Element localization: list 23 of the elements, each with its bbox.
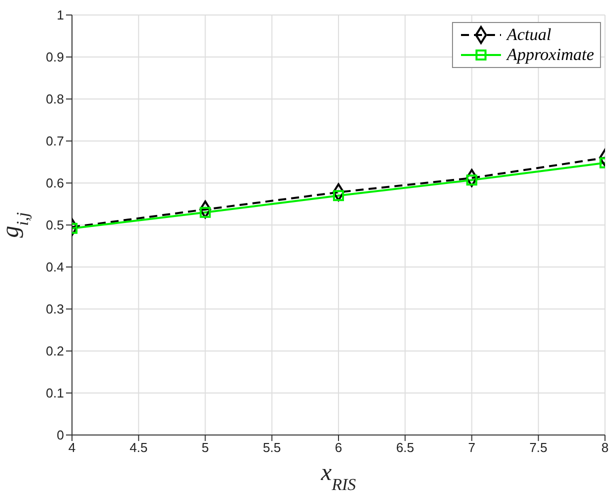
legend-label: Approximate xyxy=(506,45,594,65)
y-tick-label: 0.4 xyxy=(46,260,64,275)
legend-label: Actual xyxy=(506,25,552,45)
x-axis-title: x$_{RIS}$ xyxy=(320,460,357,494)
x-tick-label: 5 xyxy=(202,440,209,456)
y-tick-label: 0.3 xyxy=(46,302,64,317)
y-tick-label: 0.2 xyxy=(46,344,64,359)
x-tick-label: 6.5 xyxy=(396,440,414,456)
x-tick-label: 8 xyxy=(601,440,609,456)
x-tick-label: 6 xyxy=(334,440,342,456)
y-tick-label: 0.9 xyxy=(46,50,64,65)
x-tick-label: 4.5 xyxy=(130,440,148,456)
y-tick-label: 0.1 xyxy=(46,386,64,401)
y-tick-label: 1 xyxy=(56,8,64,23)
y-tick-label: 0.8 xyxy=(46,92,64,107)
x-tick-label: 4 xyxy=(68,440,76,456)
y-tick-label: 0.7 xyxy=(46,134,64,149)
y-tick-label: 0.6 xyxy=(46,176,64,191)
x-tick-label: 5.5 xyxy=(262,440,281,456)
y-tick-label: 0 xyxy=(56,428,64,443)
y-tick-label: 0.5 xyxy=(46,218,64,233)
x-tick-label: 7 xyxy=(468,440,476,456)
x-tick-label: 7.5 xyxy=(529,440,548,456)
